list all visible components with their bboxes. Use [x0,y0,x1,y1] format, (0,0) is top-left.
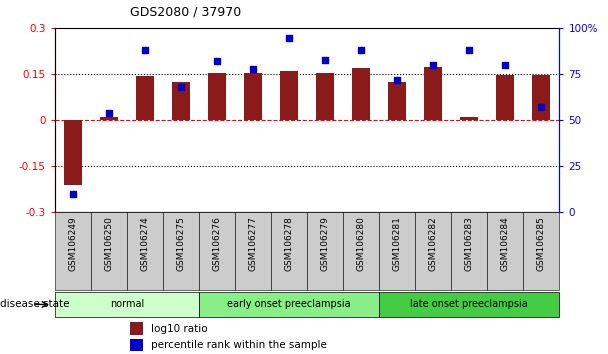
FancyBboxPatch shape [235,212,271,290]
Text: GDS2080 / 37970: GDS2080 / 37970 [130,6,241,19]
Bar [130,322,143,335]
FancyBboxPatch shape [91,212,127,290]
Point [104,110,114,116]
Text: late onset preeclampsia: late onset preeclampsia [410,299,528,309]
Bar [460,117,478,120]
Bar [496,75,514,120]
Bar [172,82,190,120]
FancyBboxPatch shape [523,212,559,290]
Point [68,191,78,197]
Text: GSM106279: GSM106279 [320,216,330,271]
Point [212,59,222,64]
Text: early onset preeclampsia: early onset preeclampsia [227,299,351,309]
Bar [424,67,442,120]
Point [176,84,185,90]
FancyBboxPatch shape [487,212,523,290]
Bar [64,120,81,185]
FancyBboxPatch shape [379,292,559,317]
Text: normal: normal [109,299,144,309]
FancyBboxPatch shape [379,212,415,290]
Text: GSM106277: GSM106277 [249,216,257,271]
Point [392,77,402,83]
Bar [280,71,298,120]
Bar [533,75,550,120]
Point [465,47,474,53]
Text: disease state: disease state [0,299,69,309]
Bar [316,73,334,120]
Bar [352,68,370,120]
Bar [244,73,262,120]
Bar [136,76,154,120]
Point [284,35,294,40]
Point [500,62,510,68]
Text: GSM106274: GSM106274 [140,216,150,271]
FancyBboxPatch shape [199,212,235,290]
FancyBboxPatch shape [163,212,199,290]
FancyBboxPatch shape [343,212,379,290]
FancyBboxPatch shape [199,292,379,317]
Point [536,105,546,110]
Text: GSM106280: GSM106280 [357,216,365,271]
Text: GSM106278: GSM106278 [285,216,294,271]
Text: GSM106282: GSM106282 [429,216,438,271]
Bar [388,82,406,120]
Point [248,66,258,72]
FancyBboxPatch shape [55,292,199,317]
Text: log10 ratio: log10 ratio [151,324,207,333]
Text: GSM106284: GSM106284 [501,216,510,271]
FancyBboxPatch shape [415,212,451,290]
Text: GSM106283: GSM106283 [465,216,474,271]
FancyBboxPatch shape [271,212,307,290]
Text: GSM106275: GSM106275 [176,216,185,271]
Text: GSM106249: GSM106249 [68,216,77,271]
Text: GSM106250: GSM106250 [105,216,113,271]
FancyBboxPatch shape [451,212,487,290]
FancyBboxPatch shape [55,212,91,290]
Text: GSM106285: GSM106285 [537,216,546,271]
Bar [130,339,143,351]
Point [428,62,438,68]
Bar [208,73,226,120]
Text: percentile rank within the sample: percentile rank within the sample [151,340,326,350]
Point [320,57,330,62]
Point [140,47,150,53]
Text: GSM106276: GSM106276 [212,216,221,271]
Text: GSM106281: GSM106281 [393,216,402,271]
Bar [100,117,118,120]
FancyBboxPatch shape [307,212,343,290]
FancyBboxPatch shape [127,212,163,290]
Point [356,47,366,53]
